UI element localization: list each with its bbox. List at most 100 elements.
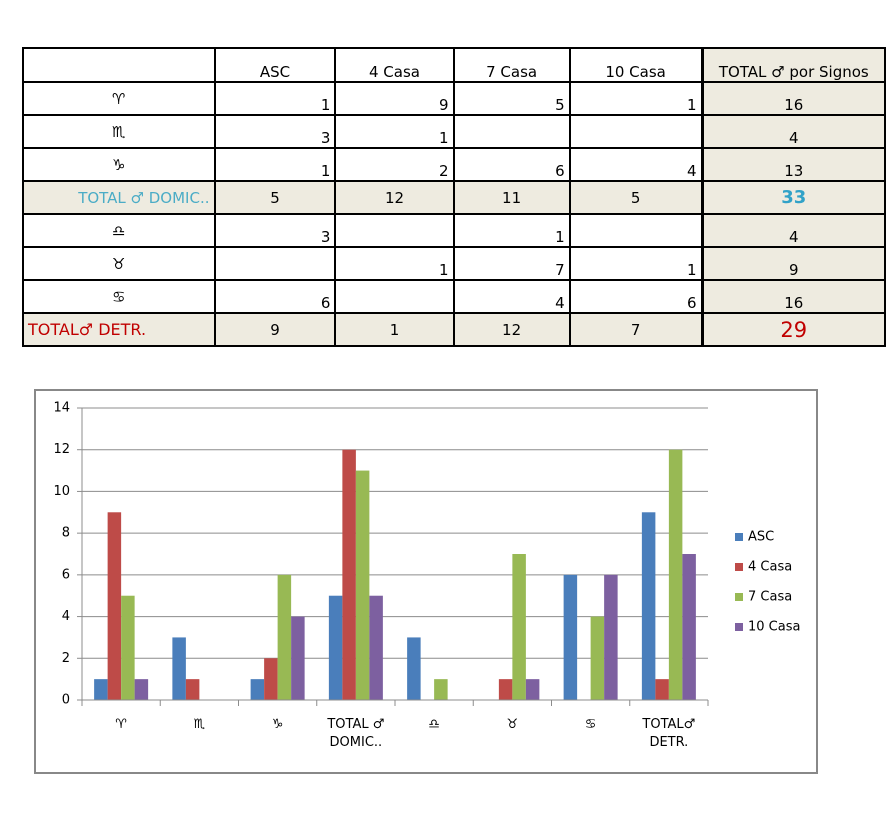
x-tick-label: ♈ — [115, 717, 127, 732]
cell: 3 — [213, 213, 337, 248]
x-tick-label: TOTAL♂ DETR. — [642, 717, 696, 750]
row-label: ♑ — [22, 147, 216, 182]
cell: 1 — [334, 114, 455, 149]
table-row: ♋ 6 4 6 16 — [22, 279, 886, 314]
cell — [334, 279, 455, 314]
bar — [172, 637, 186, 700]
cell: 4 — [700, 213, 886, 248]
cell: 9 — [213, 312, 337, 347]
bar — [604, 574, 618, 700]
cell — [568, 213, 704, 248]
cell: 16 — [700, 81, 886, 116]
y-tick-label: 14 — [53, 401, 70, 416]
x-tick-label-box: TOTAL♂ DETR. — [642, 717, 696, 750]
cell: 1 — [334, 312, 455, 347]
y-tick-label: 0 — [62, 693, 70, 708]
cell — [452, 114, 571, 149]
column-header: 7 Casa — [452, 47, 571, 83]
cell: 9 — [700, 246, 886, 281]
table-row: ♑ 1 2 6 4 13 — [22, 147, 886, 182]
legend-label: ASC — [748, 530, 774, 545]
bar — [369, 595, 383, 700]
legend-label: 10 Casa — [748, 620, 800, 635]
bar — [355, 470, 370, 700]
y-tick-label: 10 — [53, 484, 70, 499]
cell: 4 — [700, 114, 886, 149]
cell: 1 — [334, 246, 455, 281]
column-header: 4 Casa — [334, 47, 455, 83]
x-tick-label: ♋ — [584, 717, 597, 732]
legend-swatch — [735, 623, 743, 631]
row-label: ♏ — [22, 114, 216, 149]
cell: 6 — [568, 279, 704, 314]
cell: 1 — [568, 246, 704, 281]
cell: 33 — [700, 180, 886, 215]
bar — [563, 574, 578, 700]
cell: 4 — [568, 147, 704, 182]
table-row: ♎ 3 1 4 — [22, 213, 886, 248]
legend-swatch — [735, 563, 743, 571]
y-tick-label: 8 — [62, 526, 70, 541]
legend-label: 4 Casa — [748, 560, 792, 575]
header-row: ASC 4 Casa 7 Casa 10 Casa TOTAL ♂ por Signos — [22, 47, 886, 83]
y-tick-label: 12 — [53, 442, 70, 457]
bar — [94, 679, 108, 700]
cell: 5 — [568, 180, 704, 215]
cell: 4 — [452, 279, 571, 314]
cell: 6 — [452, 147, 571, 182]
row-label: TOTAL ♂ DOMIC.. — [22, 180, 216, 215]
cell: 3 — [213, 114, 337, 149]
table-row: ♈ 1 9 5 1 16 — [22, 81, 886, 116]
cell — [568, 114, 704, 149]
bar — [498, 679, 513, 700]
bar — [185, 679, 200, 700]
x-tick-label-box: TOTAL ♂ DOMIC.. — [327, 717, 385, 750]
row-label: TOTAL♂ DETR. — [22, 312, 216, 347]
bar — [668, 449, 683, 700]
cell: 29 — [700, 312, 886, 347]
x-tick-label: TOTAL ♂ DOMIC.. — [327, 717, 385, 750]
bar — [525, 679, 540, 700]
cell — [334, 213, 455, 248]
cell: 11 — [452, 180, 571, 215]
cell: 1 — [452, 213, 571, 248]
bar — [328, 595, 343, 700]
x-tick-label-box: ♈ — [115, 717, 127, 732]
bar — [121, 595, 135, 700]
cell: 16 — [700, 279, 886, 314]
bar — [434, 679, 448, 700]
bar — [250, 679, 265, 700]
cell: 7 — [452, 246, 571, 281]
cell: 2 — [334, 147, 455, 182]
row-label: ♉ — [22, 246, 216, 281]
cell: 5 — [213, 180, 337, 215]
row-label: ♎ — [22, 213, 216, 248]
legend-label: 7 Casa — [748, 590, 792, 605]
corner-cell — [22, 47, 216, 83]
row-label: ♈ — [22, 81, 216, 116]
bar — [264, 658, 278, 700]
cell: 5 — [452, 81, 571, 116]
table-row: ♏ 3 1 4 — [22, 114, 886, 149]
bar — [407, 637, 421, 700]
table-row: TOTAL♂ DETR. 9 1 12 7 29 — [22, 312, 886, 347]
cell: 1 — [213, 81, 337, 116]
cell — [213, 246, 337, 281]
column-header: TOTAL ♂ por Signos — [700, 47, 886, 83]
bar — [107, 512, 122, 700]
cell: 1 — [213, 147, 337, 182]
column-header: ASC — [213, 47, 337, 83]
x-tick-label-box: ♎ — [428, 717, 440, 732]
bar — [682, 554, 696, 700]
cell: 9 — [334, 81, 455, 116]
bar — [291, 616, 305, 700]
x-tick-label: ♑ — [271, 717, 284, 732]
cell: 12 — [452, 312, 571, 347]
cell: 1 — [568, 81, 704, 116]
y-tick-label: 4 — [62, 609, 70, 624]
x-tick-label: ♉ — [506, 717, 519, 732]
y-tick-label: 6 — [62, 567, 70, 582]
cell: 7 — [568, 312, 704, 347]
